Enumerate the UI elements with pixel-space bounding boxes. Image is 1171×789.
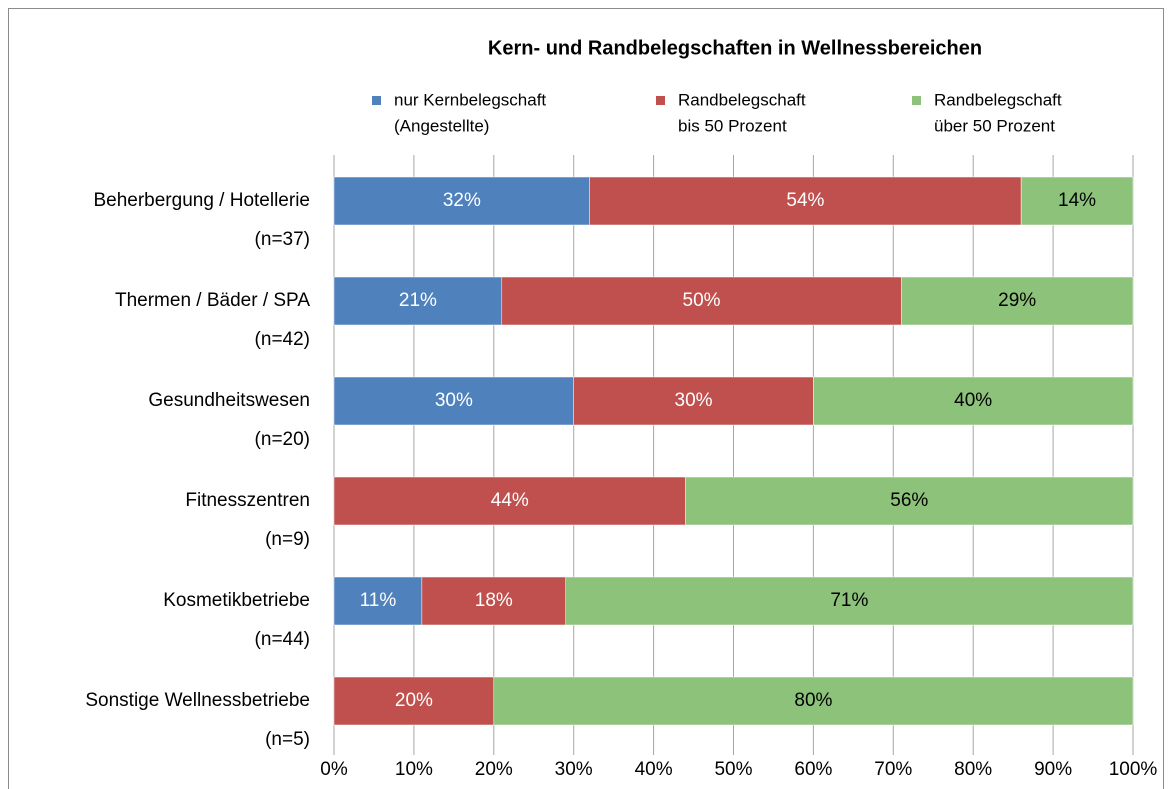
y-tick-label: (n=9) — [265, 529, 310, 550]
chart-frame — [8, 8, 1164, 789]
bar-segment — [565, 576, 1134, 626]
bar-segment — [333, 676, 495, 726]
legend-swatch — [912, 96, 921, 105]
data-label: 18% — [475, 590, 513, 611]
legend-label: (Angestellte) — [394, 116, 489, 135]
data-label: 80% — [794, 690, 832, 711]
chart-title: Kern- und Randbelegschaften in Wellnessb… — [488, 37, 982, 59]
x-tick-label: 60% — [794, 759, 832, 780]
data-label: 71% — [830, 590, 868, 611]
bar-segment — [685, 476, 1134, 526]
x-tick-label: 90% — [1034, 759, 1072, 780]
legend-label: über 50 Prozent — [934, 116, 1055, 135]
data-label: 44% — [491, 490, 529, 511]
legend-label: bis 50 Prozent — [678, 116, 787, 135]
y-tick-label: (n=42) — [255, 329, 310, 350]
x-tick-label: 30% — [555, 759, 593, 780]
y-tick-label: Gesundheitswesen — [148, 390, 310, 411]
data-label: 54% — [786, 190, 824, 211]
bar-segment — [1020, 176, 1134, 226]
x-tick-label: 20% — [475, 759, 513, 780]
data-label: 30% — [675, 390, 713, 411]
bar-segment — [573, 376, 814, 426]
x-tick-label: 40% — [635, 759, 673, 780]
bar-segment — [813, 376, 1134, 426]
data-label: 30% — [435, 390, 473, 411]
x-tick-label: 100% — [1109, 759, 1158, 780]
x-tick-label: 10% — [395, 759, 433, 780]
bar-segment — [901, 276, 1134, 326]
y-tick-label: Fitnesszentren — [185, 490, 310, 511]
y-tick-label: Beherbergung / Hotellerie — [93, 190, 310, 211]
bar-segment — [333, 176, 590, 226]
y-tick-label: (n=20) — [255, 429, 310, 450]
y-tick-label: (n=5) — [265, 729, 310, 750]
data-label: 11% — [360, 590, 397, 611]
data-label: 20% — [395, 690, 433, 711]
bar-segment — [333, 476, 686, 526]
legend: nur Kernbelegschaft (Angestellte) Randbele… — [372, 90, 1062, 135]
y-tick-label: (n=37) — [255, 229, 310, 250]
x-tick-label: 0% — [320, 759, 348, 780]
x-tick-label: 50% — [714, 759, 752, 780]
data-label: 40% — [954, 390, 992, 411]
data-label: 14% — [1058, 190, 1096, 211]
data-label: 56% — [890, 490, 928, 511]
bar-segment — [333, 276, 503, 326]
legend-swatch — [656, 96, 665, 105]
data-label: 29% — [998, 290, 1036, 311]
bar-segment — [589, 176, 1022, 226]
y-tick-label: Kosmetikbetriebe — [163, 590, 310, 611]
bar-segment — [333, 376, 574, 426]
legend-label: Randbelegschaft — [934, 90, 1062, 109]
data-label: 32% — [443, 190, 481, 211]
bar-segment — [421, 576, 566, 626]
y-tick-label: (n=44) — [255, 629, 310, 650]
x-tick-label: 80% — [954, 759, 992, 780]
legend-label: Randbelegschaft — [678, 90, 806, 109]
y-tick-label: Thermen / Bäder / SPA — [115, 290, 310, 311]
legend-swatch — [372, 96, 381, 105]
data-label: 21% — [399, 290, 437, 311]
y-tick-label: Sonstige Wellnessbetriebe — [85, 690, 310, 711]
bar-segment — [493, 676, 1134, 726]
bar-segment — [333, 576, 423, 626]
legend-label: nur Kernbelegschaft — [394, 90, 546, 109]
bar-segment — [501, 276, 902, 326]
data-label: 50% — [683, 290, 721, 311]
x-tick-label: 70% — [874, 759, 912, 780]
